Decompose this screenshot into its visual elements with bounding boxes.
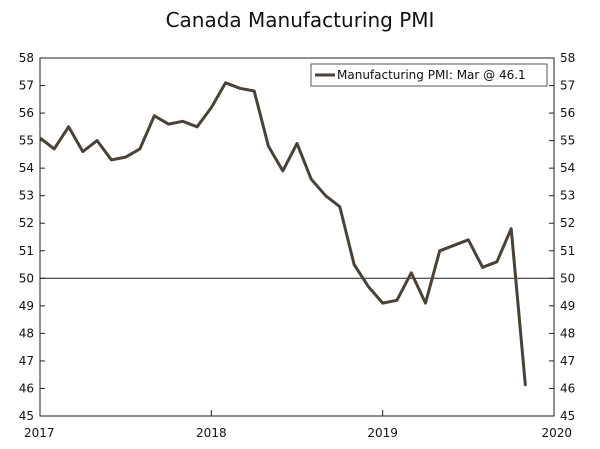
y-tick-label-right: 47 bbox=[560, 354, 575, 368]
y-tick-label-right: 53 bbox=[560, 189, 575, 203]
data-point bbox=[339, 206, 341, 208]
data-point bbox=[125, 156, 127, 158]
y-tick-label-right: 54 bbox=[560, 161, 575, 175]
data-point bbox=[467, 239, 469, 241]
series-line-manufacturing-pmi bbox=[39, 81, 527, 386]
data-point bbox=[282, 170, 284, 172]
plot-frame bbox=[39, 57, 555, 417]
data-point bbox=[168, 123, 169, 125]
y-tick-label-left: 58 bbox=[19, 51, 34, 65]
legend: Manufacturing PMI: Mar @ 46.1 bbox=[310, 63, 548, 87]
data-point bbox=[68, 126, 70, 128]
data-point bbox=[482, 266, 484, 268]
y-tick-label-left: 45 bbox=[19, 409, 34, 423]
data-point bbox=[496, 261, 498, 263]
data-point bbox=[367, 286, 369, 288]
data-point bbox=[182, 120, 184, 122]
data-point bbox=[210, 107, 212, 109]
y-tick-label-left: 47 bbox=[19, 354, 34, 368]
data-point bbox=[453, 244, 455, 246]
x-tick-label: 2019 bbox=[367, 426, 398, 440]
data-point bbox=[253, 90, 255, 92]
data-point bbox=[296, 142, 298, 144]
data-point bbox=[110, 159, 112, 161]
y-tick-label-right: 51 bbox=[560, 244, 575, 258]
y-tick-label-right: 48 bbox=[560, 326, 575, 340]
data-point bbox=[225, 82, 227, 84]
y-tick-label-right: 55 bbox=[560, 134, 575, 148]
data-point bbox=[396, 299, 398, 301]
y-tick-label-left: 53 bbox=[19, 189, 34, 203]
data-point bbox=[325, 195, 327, 197]
data-point bbox=[382, 302, 384, 304]
y-tick-label-left: 54 bbox=[19, 161, 34, 175]
data-point bbox=[524, 385, 526, 387]
x-tick-label: 2017 bbox=[24, 426, 55, 440]
data-point bbox=[353, 264, 355, 265]
data-point bbox=[82, 151, 84, 153]
data-point bbox=[153, 115, 155, 117]
data-point bbox=[410, 272, 412, 274]
legend-label: Manufacturing PMI: Mar @ 46.1 bbox=[337, 68, 526, 82]
data-point bbox=[139, 148, 141, 150]
y-tick-label-left: 51 bbox=[19, 244, 34, 258]
y-tick-label-left: 48 bbox=[19, 326, 34, 340]
y-tick-label-left: 49 bbox=[19, 299, 34, 313]
legend-box bbox=[310, 63, 548, 87]
y-tick-label-right: 52 bbox=[560, 216, 575, 230]
data-point bbox=[425, 302, 426, 304]
y-tick-label-left: 56 bbox=[19, 106, 34, 120]
y-tick-label-left: 46 bbox=[19, 381, 34, 395]
x-tick-label: 2020 bbox=[541, 426, 572, 440]
y-tick-label-left: 57 bbox=[19, 79, 34, 93]
y-tick-label-right: 56 bbox=[560, 106, 575, 120]
y-tick-label-right: 45 bbox=[560, 409, 575, 423]
data-point bbox=[267, 145, 269, 147]
y-tick-label-right: 46 bbox=[560, 381, 575, 395]
data-point bbox=[96, 140, 98, 142]
data-point bbox=[439, 250, 441, 252]
y-tick-label-right: 50 bbox=[560, 271, 575, 285]
y-tick-label-left: 52 bbox=[19, 216, 34, 230]
chart-title: Canada Manufacturing PMI bbox=[165, 8, 435, 32]
y-tick-label-left: 55 bbox=[19, 134, 34, 148]
y-tick-label-left: 50 bbox=[19, 271, 34, 285]
data-point bbox=[53, 148, 55, 150]
x-tick-label: 2018 bbox=[196, 426, 227, 440]
data-point bbox=[239, 87, 241, 89]
data-point bbox=[310, 178, 312, 180]
y-tick-label-right: 57 bbox=[560, 79, 575, 93]
data-point bbox=[196, 126, 198, 128]
data-point bbox=[510, 228, 512, 230]
data-point bbox=[39, 137, 41, 139]
y-tick-label-right: 58 bbox=[560, 51, 575, 65]
y-tick-label-right: 49 bbox=[560, 299, 575, 313]
